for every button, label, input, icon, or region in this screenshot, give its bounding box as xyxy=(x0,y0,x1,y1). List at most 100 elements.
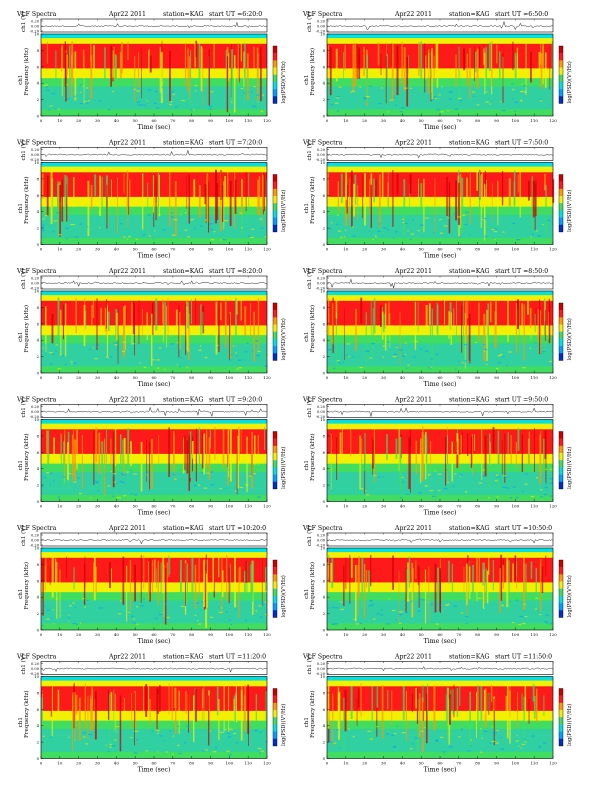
spectrogram-speckle xyxy=(524,483,528,485)
spectrogram-streak xyxy=(157,172,159,225)
spectrogram-speckle xyxy=(524,615,528,618)
spectrogram-streak xyxy=(451,563,453,598)
spectrogram-speckle xyxy=(535,597,539,599)
y-tick-label: 6 xyxy=(37,450,40,455)
spectrogram-speckle xyxy=(543,494,548,496)
spectrogram-streak xyxy=(368,570,370,595)
spectrogram-streak xyxy=(53,437,55,458)
spectrogram-speckle xyxy=(258,752,261,754)
band-top xyxy=(41,291,267,296)
band-yellow-top xyxy=(327,166,553,173)
spectrogram-streak xyxy=(380,54,382,76)
spectrogram-streak xyxy=(395,438,398,459)
spectrogram-streak xyxy=(59,569,61,618)
band-yellow-top xyxy=(41,38,267,44)
x-tick-label: 60 xyxy=(437,375,443,380)
spectrogram-speckle xyxy=(114,739,117,741)
spectrogram-streak xyxy=(191,299,192,325)
spectrogram-streak xyxy=(142,173,144,230)
spectrogram-streak xyxy=(479,175,481,201)
timeseries-trace xyxy=(40,280,267,288)
spectrogram-speckle xyxy=(128,236,131,238)
x-tick-label: 30 xyxy=(95,504,101,509)
band-cyan-green xyxy=(327,214,553,238)
spectrogram-speckle xyxy=(170,216,174,218)
spectrogram-streak xyxy=(245,561,248,583)
x-tick-label: 120 xyxy=(549,247,557,252)
x-tick-label: 80 xyxy=(475,247,481,252)
spectrogram-streak xyxy=(225,50,227,69)
spectrogram-streak xyxy=(123,307,125,355)
spectrogram-streak xyxy=(99,175,101,216)
spectrogram-streak xyxy=(247,684,250,734)
spectrogram-speckle xyxy=(336,729,339,731)
colorbar-segment xyxy=(559,453,563,461)
x-tick-label: 0 xyxy=(40,504,43,509)
spectrogram-streak xyxy=(93,430,95,485)
spectrogram-streak xyxy=(132,301,135,335)
spectrogram-streak xyxy=(417,565,419,586)
spectrogram-streak xyxy=(462,432,463,453)
ts-tick-label: 0.00 xyxy=(317,410,326,414)
colorbar-segment xyxy=(559,474,563,482)
spectrogram-speckle xyxy=(224,220,229,222)
spectrogram-streak xyxy=(127,41,129,60)
band-bottom xyxy=(41,109,267,116)
colorbar-frame xyxy=(558,45,564,104)
spectrogram-streak xyxy=(126,565,128,622)
spectrogram-streak xyxy=(392,555,394,590)
spectrogram-speckle xyxy=(88,734,93,736)
spectrogram-streak xyxy=(488,694,490,715)
spectrogram-speckle xyxy=(147,89,151,91)
spectrogram-speckle xyxy=(333,742,337,744)
spectrogram-streak xyxy=(51,686,53,737)
x-axis-label: Time (sec) xyxy=(138,767,171,774)
spectrogram-streak xyxy=(362,174,364,219)
spectrogram-streak xyxy=(497,180,499,226)
spectrogram-speckle xyxy=(538,746,541,748)
spectrogram-streak xyxy=(215,301,218,355)
spectrogram-streak xyxy=(91,689,93,707)
header-date: Apr22 2011 xyxy=(108,268,146,275)
spectrogram-speckle xyxy=(208,105,213,107)
band-yellow-top xyxy=(41,166,267,173)
spectrogram-streak xyxy=(469,48,471,99)
spectrogram-speckle xyxy=(436,109,440,111)
spectrogram-streak xyxy=(87,696,89,740)
spectrogram-speckle xyxy=(336,110,340,112)
spectrogram-streak xyxy=(44,566,46,591)
spectrogram xyxy=(40,419,268,502)
spectrogram-speckle xyxy=(79,492,82,495)
spectrogram-speckle xyxy=(87,100,90,102)
spectrogram-speckle xyxy=(55,350,57,352)
spectrogram-streak xyxy=(59,185,61,237)
spectrogram-streak xyxy=(396,173,399,196)
header-date: Apr22 2011 xyxy=(394,397,432,404)
spectrogram-streak xyxy=(41,697,43,728)
x-axis-label: Time (sec) xyxy=(138,124,171,131)
spectrogram-streak xyxy=(436,302,438,334)
spectrogram-streak xyxy=(396,45,399,96)
spectrogram-streak xyxy=(75,298,77,333)
spectrogram-speckle xyxy=(393,733,397,735)
spectrogram-streak xyxy=(408,55,409,74)
band-yellow-top xyxy=(41,680,267,687)
spectrogram-streak xyxy=(513,181,515,211)
x-tick-label: 0 xyxy=(326,504,329,509)
spectrogram-streak xyxy=(391,690,393,725)
y-tick-label: 4 xyxy=(37,466,40,471)
spectrogram-speckle xyxy=(123,495,127,497)
spectrogram-speckle xyxy=(383,476,385,478)
spectrogram-streak xyxy=(409,174,412,194)
x-tick-label: 30 xyxy=(381,247,387,252)
spectrogram-speckle xyxy=(491,740,495,742)
spectrogram-speckle xyxy=(418,598,422,600)
spectrogram-streak xyxy=(472,565,474,606)
spectrogram-streak xyxy=(239,566,241,584)
spectrogram-streak xyxy=(415,688,417,709)
x-tick-label: 80 xyxy=(189,632,195,637)
spectrogram-streak xyxy=(63,441,65,487)
spectrogram-speckle xyxy=(393,96,396,98)
spectrogram-streak xyxy=(480,173,482,228)
spectrogram-streak xyxy=(148,49,150,76)
